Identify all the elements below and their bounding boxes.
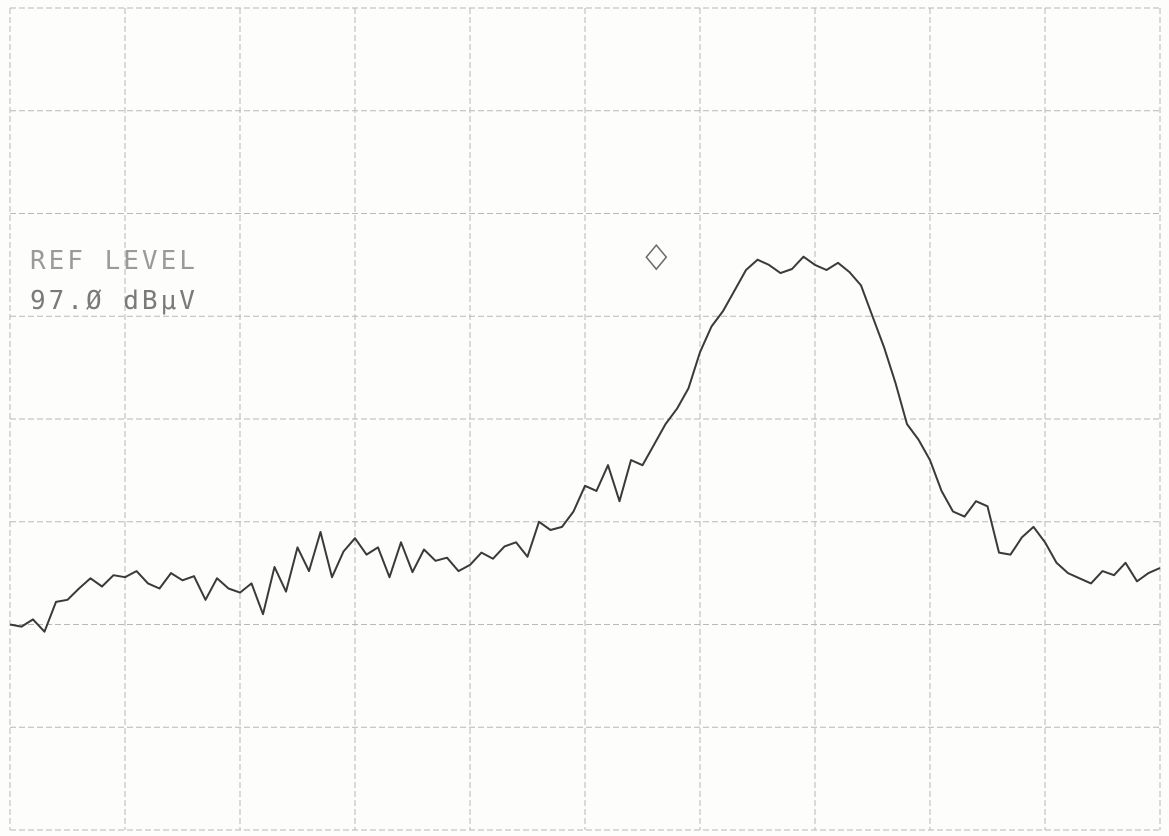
chart-grid bbox=[9, 7, 1161, 831]
spectrum-trace-0 bbox=[9, 255, 1161, 633]
ref-level-value: 97.Ø dBμV bbox=[30, 286, 198, 316]
peak-marker-diamond bbox=[645, 243, 668, 271]
marker-layer bbox=[645, 243, 668, 271]
trace-layer bbox=[9, 255, 1161, 633]
ref-level-label: REF LEVEL bbox=[30, 246, 198, 276]
